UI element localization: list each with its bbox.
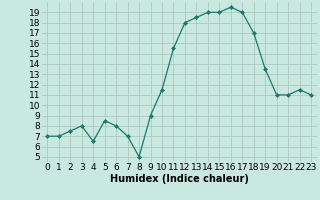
X-axis label: Humidex (Indice chaleur): Humidex (Indice chaleur) [110, 174, 249, 184]
